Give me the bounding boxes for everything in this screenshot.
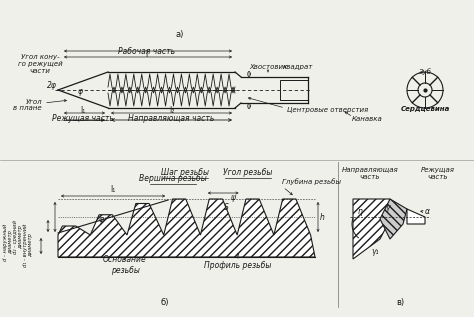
- Text: в): в): [396, 299, 404, 307]
- Text: Направляющая часть: Направляющая часть: [128, 114, 215, 123]
- Text: Шаг резьбы: Шаг резьбы: [161, 168, 209, 177]
- Text: Рабочая часть: Рабочая часть: [118, 47, 175, 56]
- Text: h: h: [320, 212, 325, 222]
- Text: Глубина резьбы: Глубина резьбы: [282, 178, 341, 185]
- Text: l₁: l₁: [81, 106, 86, 115]
- Text: φ: φ: [99, 215, 103, 224]
- Text: Хвостовик: Хвостовик: [249, 64, 287, 70]
- Bar: [280, 80, 308, 100]
- Polygon shape: [58, 199, 315, 257]
- Text: l: l: [146, 50, 147, 59]
- Text: d - наружный
диаметр: d - наружный диаметр: [2, 223, 13, 261]
- Text: Вершина резьбы: Вершина резьбы: [139, 174, 207, 183]
- Text: γ: γ: [386, 203, 390, 211]
- Text: S: S: [224, 203, 228, 211]
- Text: Угол резьбы: Угол резьбы: [223, 168, 273, 177]
- Text: Сердцевина: Сердцевина: [401, 106, 450, 112]
- Text: Направляющая
часть: Направляющая часть: [342, 167, 398, 180]
- Text: d₁ - внутренний
диаметр: d₁ - внутренний диаметр: [23, 223, 33, 267]
- Text: Режущая
часть: Режущая часть: [421, 167, 455, 180]
- Text: Угол
в плане: Угол в плане: [13, 99, 42, 112]
- Text: Основание
резьбы: Основание резьбы: [103, 255, 147, 275]
- Text: η: η: [357, 206, 363, 216]
- Text: α: α: [425, 208, 429, 217]
- Text: l₂: l₂: [169, 106, 174, 115]
- Text: Канавка: Канавка: [352, 116, 383, 122]
- Text: б): б): [161, 299, 169, 307]
- Text: l₁: l₁: [110, 185, 116, 194]
- Text: Центровые отверстия: Центровые отверстия: [287, 107, 368, 113]
- Text: d₂ - средний
диаметр: d₂ - средний диаметр: [13, 220, 23, 254]
- Text: квадрат: квадрат: [283, 64, 313, 70]
- Text: 2φ: 2φ: [47, 81, 57, 89]
- Text: Зуб: Зуб: [419, 68, 431, 75]
- Text: Угол кону-
го режущей
части: Угол кону- го режущей части: [18, 54, 62, 74]
- Polygon shape: [353, 199, 393, 259]
- Polygon shape: [380, 199, 407, 239]
- Text: ψ: ψ: [230, 192, 236, 202]
- Text: φ: φ: [78, 87, 82, 95]
- Polygon shape: [407, 209, 425, 224]
- Text: Режущая часть: Режущая часть: [52, 114, 114, 123]
- Text: а): а): [176, 30, 184, 40]
- Text: Профиль резьбы: Профиль резьбы: [204, 261, 272, 269]
- Text: γ₁: γ₁: [371, 247, 379, 256]
